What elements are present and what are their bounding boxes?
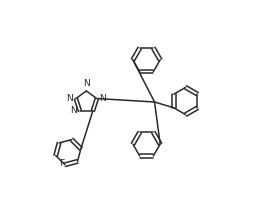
Text: N: N [83,79,90,88]
Text: N: N [66,94,73,103]
Text: N: N [99,94,106,103]
Text: F: F [59,159,64,168]
Text: N: N [70,106,77,115]
